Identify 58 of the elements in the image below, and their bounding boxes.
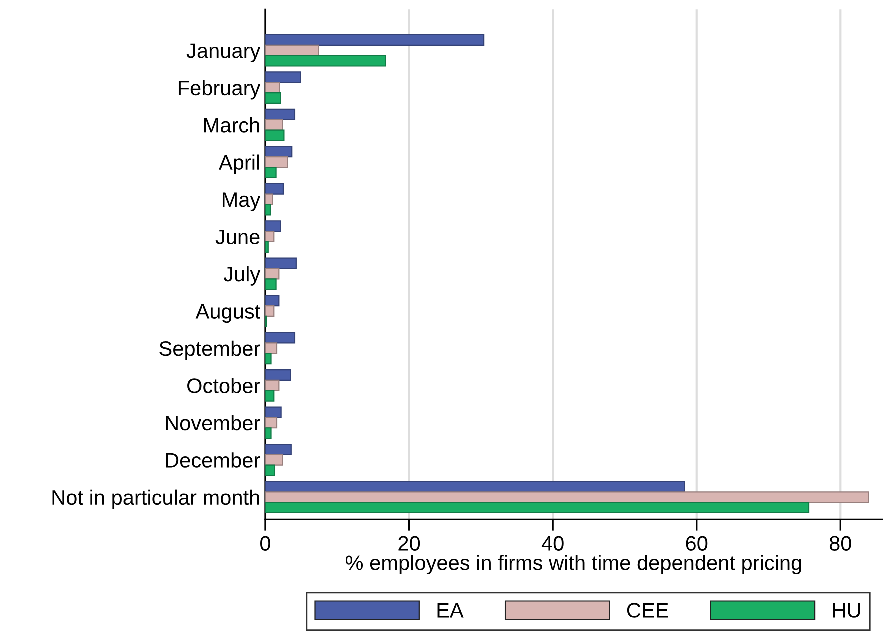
- bar: [266, 258, 297, 270]
- bar: [266, 380, 280, 392]
- bar: [266, 55, 386, 67]
- y-tick-label: March: [204, 118, 260, 133]
- bar: [266, 369, 292, 382]
- bar: [266, 241, 269, 253]
- y-tick-label: October: [188, 378, 260, 394]
- bar: [266, 34, 485, 46]
- bar: [266, 82, 280, 94]
- bar: [266, 108, 296, 120]
- x-axis-title: % employees in firms with time dependent pricing: [346, 555, 802, 575]
- x-tick-label: 80: [830, 536, 852, 551]
- bar: [266, 183, 284, 195]
- bar: [266, 220, 282, 232]
- bar: [266, 230, 275, 243]
- bar: [266, 502, 810, 514]
- y-tick-label: July: [224, 266, 261, 286]
- bar: [266, 278, 277, 290]
- bar: [266, 305, 275, 317]
- y-tick-label: November: [166, 415, 260, 431]
- y-tick-label: December: [166, 452, 260, 468]
- y-tick-label: April: [219, 154, 260, 174]
- bar: [266, 295, 280, 307]
- x-tick-label: 0: [260, 536, 270, 551]
- bar: [266, 428, 272, 440]
- bar: [266, 464, 276, 476]
- bar: [266, 204, 272, 216]
- bar: [266, 156, 288, 168]
- legend-label: CEE: [627, 603, 668, 618]
- bar: [266, 481, 686, 493]
- bar: [266, 492, 870, 504]
- y-tick-label: February: [178, 80, 261, 100]
- bar: [266, 444, 292, 456]
- bar: [266, 353, 272, 365]
- bar: [266, 130, 285, 142]
- y-tick-label: May: [222, 192, 261, 212]
- y-tick-label: January: [186, 44, 261, 62]
- bar: [266, 332, 296, 344]
- bar: [266, 166, 277, 178]
- y-tick-label: September: [160, 340, 260, 360]
- bar: [266, 390, 275, 402]
- x-tick-label: 60: [686, 536, 708, 551]
- y-tick-label: Not in particular month: [52, 490, 260, 510]
- bar: [266, 454, 284, 466]
- y-tick-label: August: [196, 304, 260, 324]
- x-tick-label: 40: [542, 536, 564, 551]
- bar: [266, 268, 280, 280]
- bar: [266, 72, 302, 84]
- legend-label: EA: [438, 603, 464, 618]
- bar: [266, 92, 282, 104]
- bar: [266, 44, 320, 56]
- bar: [266, 406, 282, 418]
- bar: [266, 342, 278, 354]
- y-tick-label: June: [216, 230, 260, 245]
- bar: [266, 417, 278, 429]
- bar: [266, 146, 293, 158]
- x-tick-label: 20: [398, 536, 420, 551]
- legend-label: HU: [833, 603, 860, 618]
